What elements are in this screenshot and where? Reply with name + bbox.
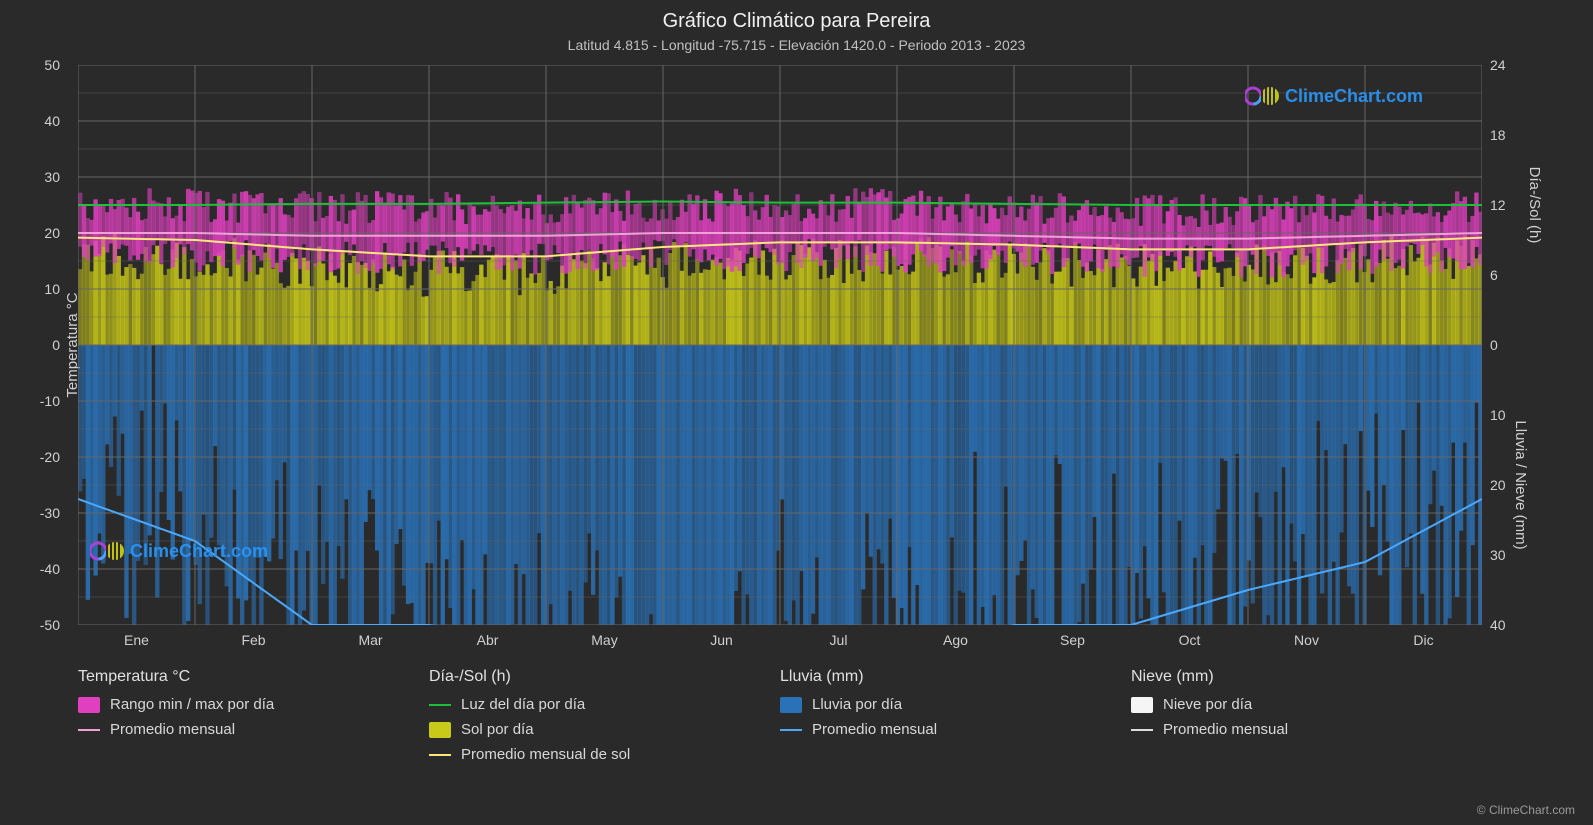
legend-item: Promedio mensual de sol — [429, 746, 780, 763]
legend-label: Nieve por día — [1163, 696, 1252, 713]
chart-title: Gráfico Climático para Pereira — [0, 0, 1593, 33]
legend-column: Lluvia (mm) Lluvia por día Promedio mensua… — [780, 668, 1131, 771]
chart-subtitle: Latitud 4.815 - Longitud -75.715 - Eleva… — [0, 33, 1593, 53]
legend-item: Promedio mensual — [1131, 721, 1482, 738]
y-tick-left: 20 — [0, 225, 60, 241]
y-tick-left: -40 — [0, 561, 60, 577]
legend-header: Temperatura °C — [78, 668, 429, 686]
x-tick-month: Jul — [830, 632, 848, 648]
legend-column: Nieve (mm) Nieve por día Promedio mensual — [1131, 668, 1482, 771]
x-tick-month: Dic — [1413, 632, 1433, 648]
y-tick-right-top: 24 — [1490, 57, 1506, 73]
watermark-top: ClimeChart.com — [1245, 85, 1423, 107]
legend: Temperatura °C Rango min / max por día Pro… — [78, 668, 1482, 771]
x-tick-month: Oct — [1179, 632, 1201, 648]
legend-label: Promedio mensual — [812, 721, 937, 738]
legend-column: Día-/Sol (h) Luz del día por día Sol por d… — [429, 668, 780, 771]
y-axis-right-top-title: Día-/Sol (h) — [1526, 167, 1543, 244]
watermark-bottom: ClimeChart.com — [90, 540, 268, 562]
x-tick-month: Nov — [1294, 632, 1319, 648]
y-tick-right-top: 18 — [1490, 127, 1506, 143]
y-tick-left: -30 — [0, 505, 60, 521]
y-tick-left: 40 — [0, 113, 60, 129]
legend-column: Temperatura °C Rango min / max por día Pro… — [78, 668, 429, 771]
x-tick-month: Mar — [358, 632, 382, 648]
legend-header: Nieve (mm) — [1131, 668, 1482, 686]
legend-swatch — [1131, 697, 1153, 713]
legend-swatch — [780, 697, 802, 713]
y-tick-left: -50 — [0, 617, 60, 633]
legend-swatch — [429, 722, 451, 738]
y-tick-right-bottom: 20 — [1490, 477, 1506, 493]
legend-header: Lluvia (mm) — [780, 668, 1131, 686]
logo-icon — [90, 540, 124, 562]
x-tick-month: Jun — [710, 632, 733, 648]
x-tick-month: May — [591, 632, 617, 648]
legend-label: Lluvia por día — [812, 696, 902, 713]
y-tick-left: 0 — [0, 337, 60, 353]
plot-area — [78, 65, 1482, 625]
legend-swatch — [78, 697, 100, 713]
legend-item: Sol por día — [429, 721, 780, 738]
x-tick-month: Feb — [241, 632, 265, 648]
y-tick-left: 10 — [0, 281, 60, 297]
legend-header: Día-/Sol (h) — [429, 668, 780, 686]
legend-label: Sol por día — [461, 721, 534, 738]
legend-swatch — [78, 729, 100, 731]
y-tick-left: 30 — [0, 169, 60, 185]
x-tick-month: Sep — [1060, 632, 1085, 648]
y-tick-right-top: 0 — [1490, 337, 1498, 353]
legend-swatch — [780, 729, 802, 731]
y-tick-left: 50 — [0, 57, 60, 73]
legend-swatch — [429, 754, 451, 756]
legend-label: Promedio mensual de sol — [461, 746, 630, 763]
watermark-text: ClimeChart.com — [130, 541, 268, 562]
watermark-text: ClimeChart.com — [1285, 86, 1423, 107]
y-tick-right-top: 12 — [1490, 197, 1506, 213]
legend-item: Promedio mensual — [780, 721, 1131, 738]
legend-label: Rango min / max por día — [110, 696, 274, 713]
climate-chart-container: Gráfico Climático para Pereira Latitud 4… — [0, 0, 1593, 825]
legend-label: Luz del día por día — [461, 696, 585, 713]
legend-label: Promedio mensual — [110, 721, 235, 738]
y-tick-left: -20 — [0, 449, 60, 465]
x-tick-month: Ene — [124, 632, 149, 648]
x-tick-month: Ago — [943, 632, 968, 648]
legend-label: Promedio mensual — [1163, 721, 1288, 738]
legend-swatch — [1131, 729, 1153, 731]
legend-item: Rango min / max por día — [78, 696, 429, 713]
logo-icon — [1245, 85, 1279, 107]
copyright: © ClimeChart.com — [1477, 803, 1575, 817]
y-tick-left: -10 — [0, 393, 60, 409]
legend-item: Promedio mensual — [78, 721, 429, 738]
y-tick-right-bottom: 40 — [1490, 617, 1506, 633]
y-tick-right-bottom: 30 — [1490, 547, 1506, 563]
x-tick-month: Abr — [477, 632, 499, 648]
legend-item: Luz del día por día — [429, 696, 780, 713]
y-axis-right-bottom-title: Lluvia / Nieve (mm) — [1512, 420, 1529, 549]
legend-item: Lluvia por día — [780, 696, 1131, 713]
legend-item: Nieve por día — [1131, 696, 1482, 713]
legend-swatch — [429, 704, 451, 706]
y-tick-right-top: 6 — [1490, 267, 1498, 283]
y-tick-right-bottom: 10 — [1490, 407, 1506, 423]
